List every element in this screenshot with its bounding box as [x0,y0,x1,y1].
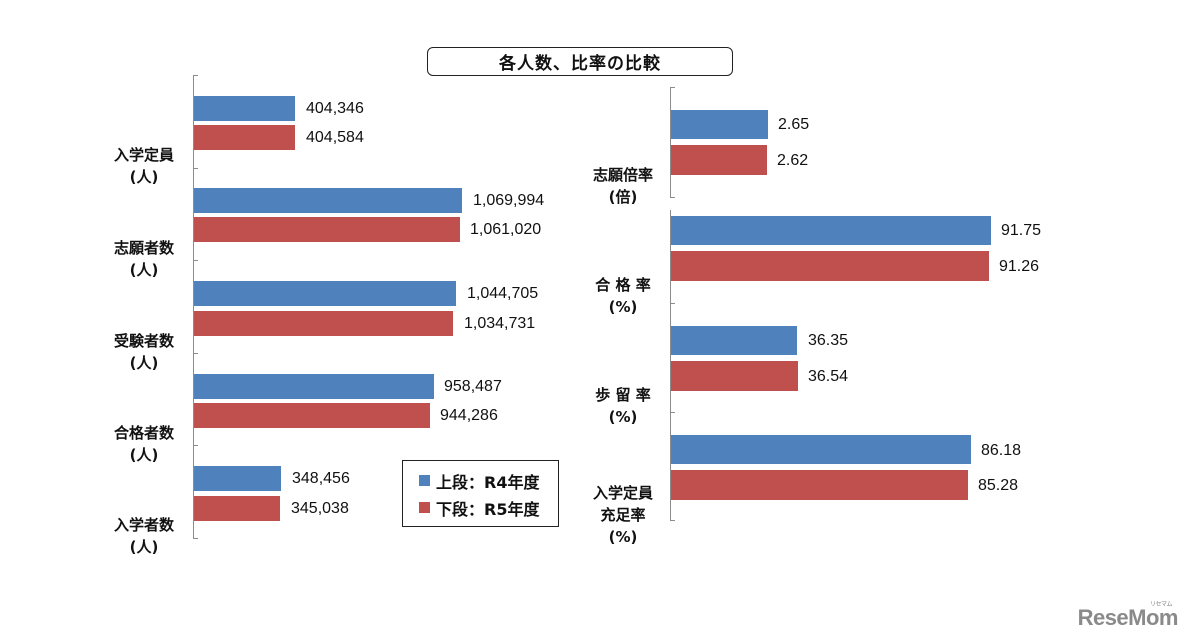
legend-item-r5: 下段：R5年度 [419,494,558,521]
bar-r4 [194,188,462,213]
axis-tick [670,412,675,413]
value-label-r5: 85.28 [978,477,1019,494]
value-label-r5: 404,584 [306,129,364,146]
value-label-r5: 1,034,731 [464,315,536,332]
legend-swatch-red [419,502,430,513]
value-label-r4: 36.35 [808,332,849,349]
value-label-r4: 348,456 [292,470,350,487]
bar-r5 [194,311,453,336]
value-label-r5: 36.54 [808,368,849,385]
axis-tick [670,87,675,88]
bar-r4 [671,326,797,355]
bar-r5 [671,251,989,281]
bar-r4 [194,281,456,306]
value-label-r5: 944,286 [440,407,498,424]
left-axis [193,75,194,538]
category-label: 入学者数 (人) [113,516,174,556]
category-label: 入学定員 (人) [113,146,174,186]
category-label: 歩 留 率 (%) [595,386,651,426]
bar-r5 [194,496,280,521]
axis-tick [670,303,675,304]
right-top-axis [670,87,671,197]
bar-r4 [194,466,281,491]
category-label: 志願者数 (人) [113,239,174,279]
axis-tick [670,197,675,198]
category-label: 志願倍率 (倍) [592,166,653,206]
axis-tick [193,538,198,539]
legend-item-r4: 上段：R4年度 [419,467,558,494]
chart-title: 各人数、比率の比較 [427,47,733,76]
bar-r4 [671,216,991,245]
value-label-r4: 958,487 [444,378,502,395]
axis-tick [670,520,675,521]
resemom-logo: ReseMom リセマム [1077,602,1179,630]
category-label: 合 格 率 (%) [595,276,651,316]
bar-r4 [671,435,971,464]
bar-r5 [194,125,295,150]
right-bottom-axis [670,210,671,520]
value-label-r4: 91.75 [1001,222,1042,239]
axis-tick [193,75,198,76]
bar-r5 [671,470,968,500]
bar-r4 [194,374,434,399]
axis-tick [193,445,198,446]
bar-r4 [671,110,768,139]
bar-r5 [671,361,798,391]
value-label-r4: 1,044,705 [467,285,539,302]
bar-r5 [194,403,430,428]
category-label: 入学定員 充足率 (%) [592,484,653,546]
value-label-r5: 1,061,020 [470,221,542,238]
value-label-r4: 404,346 [306,100,364,117]
category-label: 受験者数 (人) [113,332,174,372]
value-label-r5: 2.62 [777,152,809,169]
value-label-r5: 91.26 [999,258,1040,275]
axis-tick [193,168,198,169]
bar-r5 [194,217,460,242]
axis-tick [193,260,198,261]
value-label-r4: 86.18 [981,442,1022,459]
legend: 上段：R4年度 下段：R5年度 [402,460,559,527]
bar-r4 [194,96,295,121]
bar-r5 [671,145,767,175]
value-label-r5: 345,038 [291,500,349,517]
value-label-r4: 1,069,994 [473,192,545,209]
category-label: 合格者数 (人) [113,424,174,464]
value-label-r4: 2.65 [778,116,810,133]
axis-tick [193,353,198,354]
legend-swatch-blue [419,475,430,486]
